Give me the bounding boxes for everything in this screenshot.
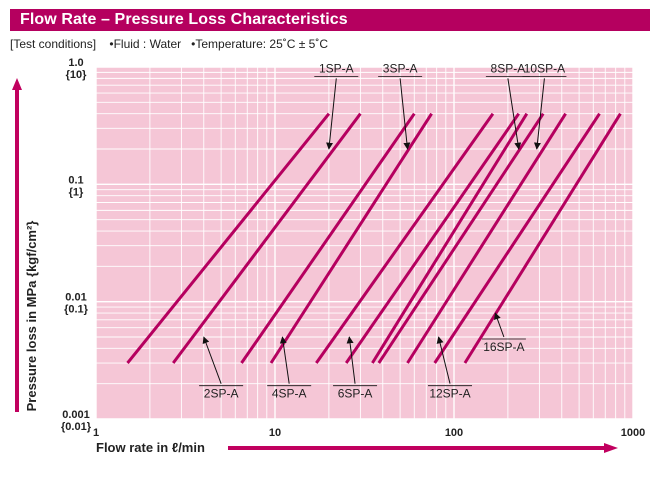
y-axis-title: Pressure loss in MPa {kgf/cm²} (24, 221, 39, 412)
chart-title: Flow Rate – Pressure Loss Characteristic… (20, 11, 348, 28)
annotation-arrow (533, 78, 545, 150)
series-line-10sp-a (377, 112, 545, 364)
annotation-label: 16SP-A (483, 340, 524, 354)
series-line-1sp-a (126, 112, 331, 364)
series-line-6sp-a (344, 112, 520, 364)
annotation-arrow (507, 78, 522, 150)
annotation-arrow (202, 336, 222, 384)
annotation-label: 10SP-A (524, 61, 565, 75)
annotation-arrow (436, 336, 451, 384)
series-line-8sp-a (371, 112, 529, 364)
title-bar: Flow Rate – Pressure Loss Characteristic… (10, 9, 650, 31)
x-tick-label: 100 (445, 427, 463, 439)
annotation-arrow (279, 336, 290, 384)
annotation-arrow (346, 336, 356, 384)
annotation-label: 4SP-A (272, 387, 307, 401)
annotation-label: 2SP-A (204, 387, 239, 401)
conditions-fluid: •Fluid : Water (109, 37, 182, 51)
series-line-12sp-a (433, 112, 601, 364)
series-line-3sp-a (240, 112, 416, 364)
conditions-temperature: •Temperature: 25˚C ± 5˚C (191, 37, 329, 51)
y-tick-label: 0.001 (62, 409, 90, 421)
x-tick-label: 1000 (621, 427, 645, 439)
y-tick-sublabel: {0.1} (64, 304, 89, 316)
annotation-label: 8SP-A (491, 61, 526, 75)
annotation-arrow (326, 78, 337, 150)
conditions-label: [Test conditions] (10, 37, 97, 51)
annotation-arrow (399, 78, 411, 150)
annotation-label: 6SP-A (338, 387, 373, 401)
y-axis-arrowhead (12, 78, 22, 90)
annotation-label: 3SP-A (383, 61, 418, 75)
series-line-4sp-a (269, 112, 433, 364)
series-line-12sp-a (406, 112, 567, 364)
x-axis-arrow-shaft (228, 446, 608, 450)
y-tick-sublabel: {10} (66, 69, 88, 81)
test-conditions: [Test conditions] •Fluid : Water •Tempera… (10, 37, 338, 51)
annotation-arrow (494, 312, 505, 338)
y-axis-arrow-shaft (15, 90, 19, 412)
series-line-16sp-a (463, 112, 622, 364)
y-tick-label: 1.0 (68, 57, 83, 69)
x-tick-label: 1 (93, 427, 99, 439)
annotation-label: 1SP-A (319, 61, 354, 75)
y-tick-sublabel: {0.01} (61, 421, 92, 433)
y-tick-sublabel: {1} (69, 186, 84, 198)
y-tick-label: 0.1 (68, 174, 83, 186)
annotation-label: 12SP-A (429, 387, 470, 401)
plot-area (96, 67, 633, 419)
series-line-2sp-a (172, 112, 362, 364)
x-axis-title: Flow rate in ℓ/min (96, 440, 205, 455)
series-line-6sp-a (315, 112, 495, 364)
y-tick-label: 0.01 (65, 292, 86, 304)
x-tick-label: 10 (269, 427, 281, 439)
x-axis-arrowhead (604, 443, 618, 453)
